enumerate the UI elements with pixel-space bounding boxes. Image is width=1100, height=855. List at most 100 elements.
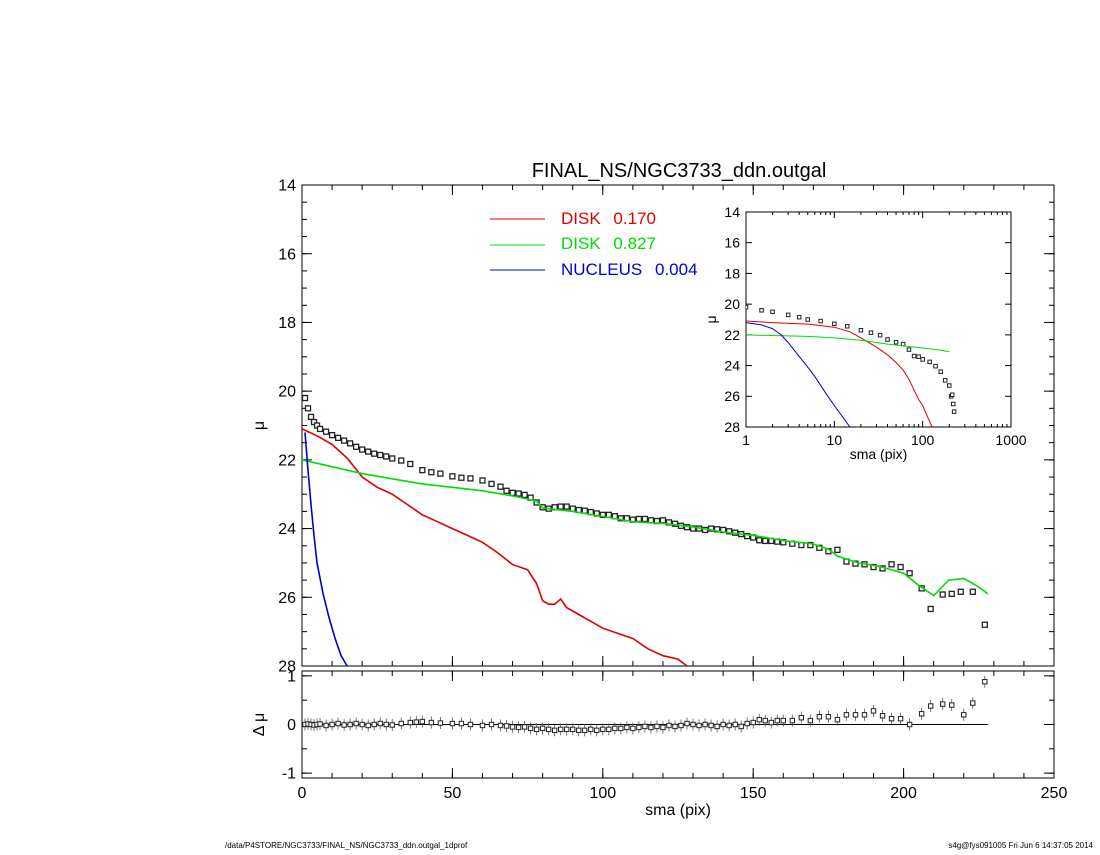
residual-point <box>383 721 389 728</box>
x-tick-label: 1 <box>742 432 750 448</box>
footer-left-path: /data/P4STORE/NGC3733/FINAL_NS/NGC3733_d… <box>225 841 468 850</box>
data-point <box>746 304 749 310</box>
residual-point <box>744 720 750 727</box>
residual-point <box>317 721 323 727</box>
data-point <box>858 328 864 333</box>
residual-point <box>335 720 341 727</box>
data-point <box>617 515 624 522</box>
data-point <box>725 528 733 535</box>
series-disk2-line <box>746 334 950 353</box>
data-point <box>359 446 366 453</box>
data-point <box>383 453 390 460</box>
y-tick-label: 16 <box>724 235 740 251</box>
residual-point <box>636 724 642 731</box>
residual-point <box>702 721 708 728</box>
data-point <box>877 332 883 338</box>
series-disk1-line <box>746 320 933 427</box>
plot-area <box>746 304 957 427</box>
residual-point <box>918 711 925 717</box>
residual-points <box>302 675 988 737</box>
residual-point <box>897 715 904 722</box>
residual-point <box>798 714 805 721</box>
residual-point <box>789 717 796 724</box>
legend: DISK 0.170 DISK 0.827 NUCLEUS 0.004 <box>490 209 698 279</box>
residual-point <box>503 723 510 729</box>
data-point <box>916 354 921 359</box>
data-point <box>488 480 495 488</box>
inset-panel: 1 10 100 1000 14 16 18 20 22 24 26 28 sma (pix) μ <box>703 204 1027 462</box>
data-point <box>906 570 913 577</box>
plot-area <box>302 394 989 666</box>
y-tick-label: 24 <box>278 521 296 538</box>
residual-point <box>708 722 714 729</box>
residual-point <box>419 718 426 725</box>
data-point <box>533 499 540 506</box>
residual-point <box>927 703 934 709</box>
residual-point <box>329 721 335 728</box>
data-point <box>467 475 474 482</box>
y-axis-label: Δ μ <box>251 713 268 736</box>
data-point <box>389 455 396 462</box>
data-point <box>888 561 895 568</box>
data-point <box>599 511 606 518</box>
residual-point <box>660 724 666 731</box>
data-point <box>328 431 336 439</box>
data-point <box>939 591 946 598</box>
residual-point <box>570 726 576 733</box>
x-axis-label: sma (pix) <box>645 802 711 819</box>
residual-point <box>497 722 504 729</box>
data-point <box>762 537 769 545</box>
residual-point <box>557 726 564 733</box>
residual-point <box>407 719 413 726</box>
data-point <box>497 483 504 490</box>
x-tick-label: 50 <box>444 785 462 802</box>
y-tick-label: 18 <box>278 315 296 332</box>
y-tick-label: 20 <box>724 296 740 312</box>
x-tick-label: 100 <box>911 432 935 448</box>
y-tick-label: -1 <box>282 766 296 783</box>
residual-point <box>588 726 594 733</box>
data-point <box>893 339 899 345</box>
data-point <box>870 563 877 571</box>
data-point <box>957 588 964 595</box>
y-tick-label: 28 <box>278 659 296 676</box>
residual-point <box>678 722 684 729</box>
data-point <box>377 451 384 459</box>
data-point <box>920 357 925 362</box>
residual-point <box>341 722 347 728</box>
data-point <box>951 409 957 414</box>
residual-point <box>843 712 850 718</box>
residual-point <box>780 717 786 724</box>
residual-point <box>696 722 702 729</box>
data-point <box>346 440 354 447</box>
residual-point <box>521 724 528 730</box>
axes-frame <box>745 211 1012 428</box>
residual-point <box>961 712 967 718</box>
y-tick-label: 0 <box>287 717 296 734</box>
residual-point <box>488 721 495 728</box>
y-tick-label: 20 <box>278 384 296 401</box>
residual-point <box>365 722 371 729</box>
legend-name: DISK <box>561 234 601 253</box>
y-tick-label: 22 <box>278 452 296 469</box>
data-point <box>334 434 342 442</box>
residual-point <box>582 727 588 734</box>
x-axis-label: sma (pix) <box>850 446 908 462</box>
legend-name: NUCLEUS <box>561 260 642 279</box>
residual-point <box>359 721 365 728</box>
data-point <box>322 428 330 435</box>
x-tick-label: 200 <box>890 785 917 802</box>
data-point <box>981 621 988 628</box>
residual-point <box>888 715 895 722</box>
residual-point <box>982 679 988 685</box>
x-tick-label: 1000 <box>995 432 1026 448</box>
residual-point <box>389 722 395 728</box>
series-nucleus-line <box>746 322 851 427</box>
data-point <box>885 337 890 342</box>
data-point <box>515 490 522 497</box>
residual-point <box>539 725 546 732</box>
residual-point <box>600 726 606 733</box>
data-point <box>744 532 751 540</box>
